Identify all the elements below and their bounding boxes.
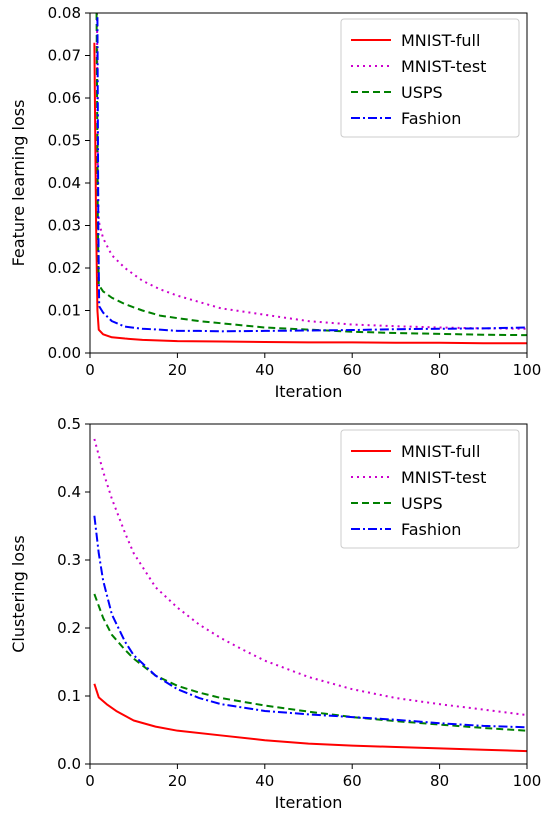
series-line-mnist-full xyxy=(93,42,527,345)
y-tick-label: 0.08 xyxy=(48,4,81,22)
legend-label: USPS xyxy=(401,83,443,102)
x-tick-label: 0 xyxy=(85,772,95,790)
x-tick-label: 80 xyxy=(430,772,449,790)
legend-label: MNIST-full xyxy=(401,31,480,50)
series-line-usps xyxy=(93,593,527,732)
x-tick-label: 100 xyxy=(513,772,542,790)
series-line-mnist-full xyxy=(93,683,527,753)
x-tick-label: 60 xyxy=(343,772,362,790)
legend-label: Fashion xyxy=(401,109,461,128)
y-tick-label: 0.05 xyxy=(48,132,81,150)
x-tick-label: 60 xyxy=(343,361,362,379)
x-tick-label: 40 xyxy=(255,361,274,379)
legend: MNIST-full MNIST-test USPS Fashion xyxy=(340,18,520,138)
y-tick-label: 0.06 xyxy=(48,89,81,107)
x-tick-label: 40 xyxy=(255,772,274,790)
y-tick-label: 0.03 xyxy=(48,217,81,235)
x-tick-label: 0 xyxy=(85,361,95,379)
y-tick-label: 0.04 xyxy=(48,174,81,192)
y-axis-label: Feature learning loss xyxy=(9,100,28,267)
legend-label: Fashion xyxy=(401,520,461,539)
y-tick-label: 0.0 xyxy=(57,755,81,773)
series-line-fashion xyxy=(93,515,527,729)
clustering-loss-chart: 0 20 40 60 80 100 0.0 0.1 0.2 0.3 0.4 0.5 Iteration C… xyxy=(9,415,541,812)
y-tick-label: 0.2 xyxy=(57,619,81,637)
x-tick-label: 20 xyxy=(168,772,187,790)
legend-label: MNIST-test xyxy=(401,468,486,487)
plot-frame xyxy=(89,423,528,765)
y-tick-label: 0.4 xyxy=(57,483,81,501)
x-tick-label: 80 xyxy=(430,361,449,379)
legend-label: USPS xyxy=(401,494,443,513)
legend-label: MNIST-full xyxy=(401,442,480,461)
x-axis-label: Iteration xyxy=(275,793,343,812)
series-line-fashion xyxy=(96,17,527,333)
series-line-mnist-test xyxy=(93,438,527,717)
y-tick-label: 0.3 xyxy=(57,551,81,569)
series-line-usps xyxy=(95,13,527,337)
y-tick-label: 0.5 xyxy=(57,415,81,433)
x-tick-label: 20 xyxy=(168,361,187,379)
feature-learning-loss-chart: 0 20 40 60 80 100 0.00 0.01 0.02 0.03 0.04 0.05 0.06… xyxy=(9,4,541,401)
y-tick-label: 0.1 xyxy=(57,687,81,705)
x-tick-label: 100 xyxy=(513,361,542,379)
legend: MNIST-full MNIST-test USPS Fashion xyxy=(340,429,520,549)
y-tick-label: 0.01 xyxy=(48,302,81,320)
y-tick-label: 0.02 xyxy=(48,259,81,277)
x-axis-label: Iteration xyxy=(275,382,343,401)
y-tick-label: 0.07 xyxy=(48,47,81,65)
y-tick-label: 0.00 xyxy=(48,344,81,362)
y-axis-label: Clustering loss xyxy=(9,535,28,653)
series-line-mnist-test xyxy=(95,13,527,330)
legend-label: MNIST-test xyxy=(401,57,486,76)
